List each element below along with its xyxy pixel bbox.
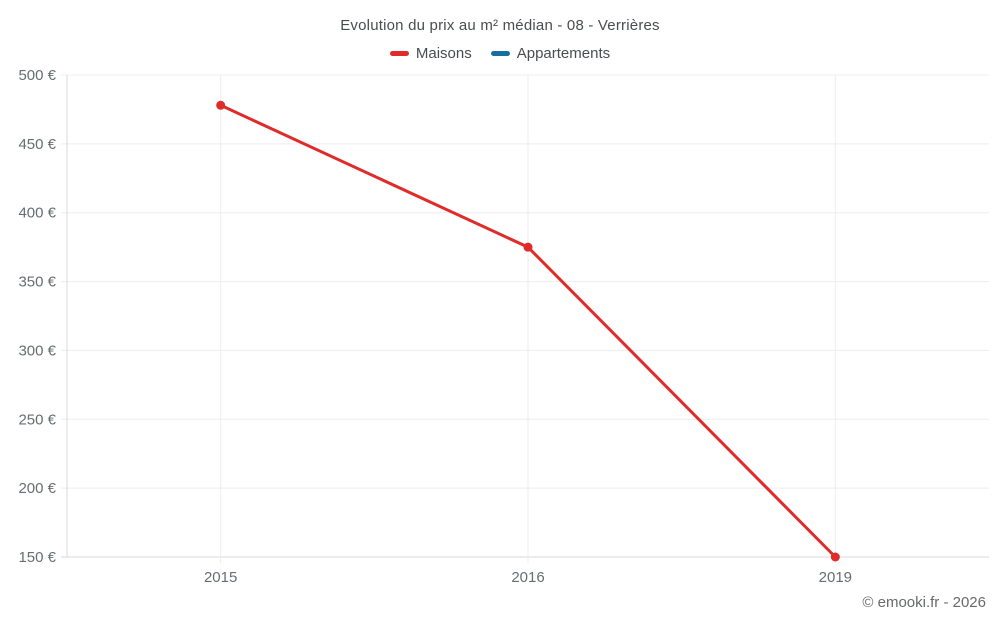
- legend-label-appartements: Appartements: [516, 45, 611, 62]
- y-tick-label: 250 €: [18, 411, 56, 428]
- legend-item-maisons[interactable]: Maisons: [389, 45, 472, 62]
- y-tick-label: 300 €: [18, 342, 56, 359]
- data-point-maisons-2019[interactable]: [830, 552, 840, 562]
- y-tick-label: 350 €: [18, 274, 56, 291]
- copyright-text: © emooki.fr - 2026: [862, 594, 986, 611]
- legend-swatch-maisons: [389, 51, 409, 56]
- legend-item-appartements[interactable]: Appartements: [490, 45, 611, 62]
- data-point-maisons-2016[interactable]: [523, 242, 533, 252]
- y-tick-label: 200 €: [18, 480, 56, 497]
- y-tick-label: 500 €: [18, 67, 56, 84]
- legend-swatch-appartements: [490, 51, 510, 56]
- x-tick-label: 2015: [204, 569, 237, 586]
- y-tick-label: 150 €: [18, 549, 56, 566]
- y-tick-label: 400 €: [18, 205, 56, 222]
- chart-title: Evolution du prix au m² médian - 08 - Ve…: [340, 17, 660, 34]
- data-point-maisons-2015[interactable]: [216, 100, 226, 110]
- x-tick-label: 2016: [511, 569, 544, 586]
- y-tick-label: 450 €: [18, 136, 56, 153]
- legend: Maisons Appartements: [0, 45, 1000, 62]
- legend-label-maisons: Maisons: [415, 45, 472, 62]
- x-tick-label: 2019: [819, 569, 852, 586]
